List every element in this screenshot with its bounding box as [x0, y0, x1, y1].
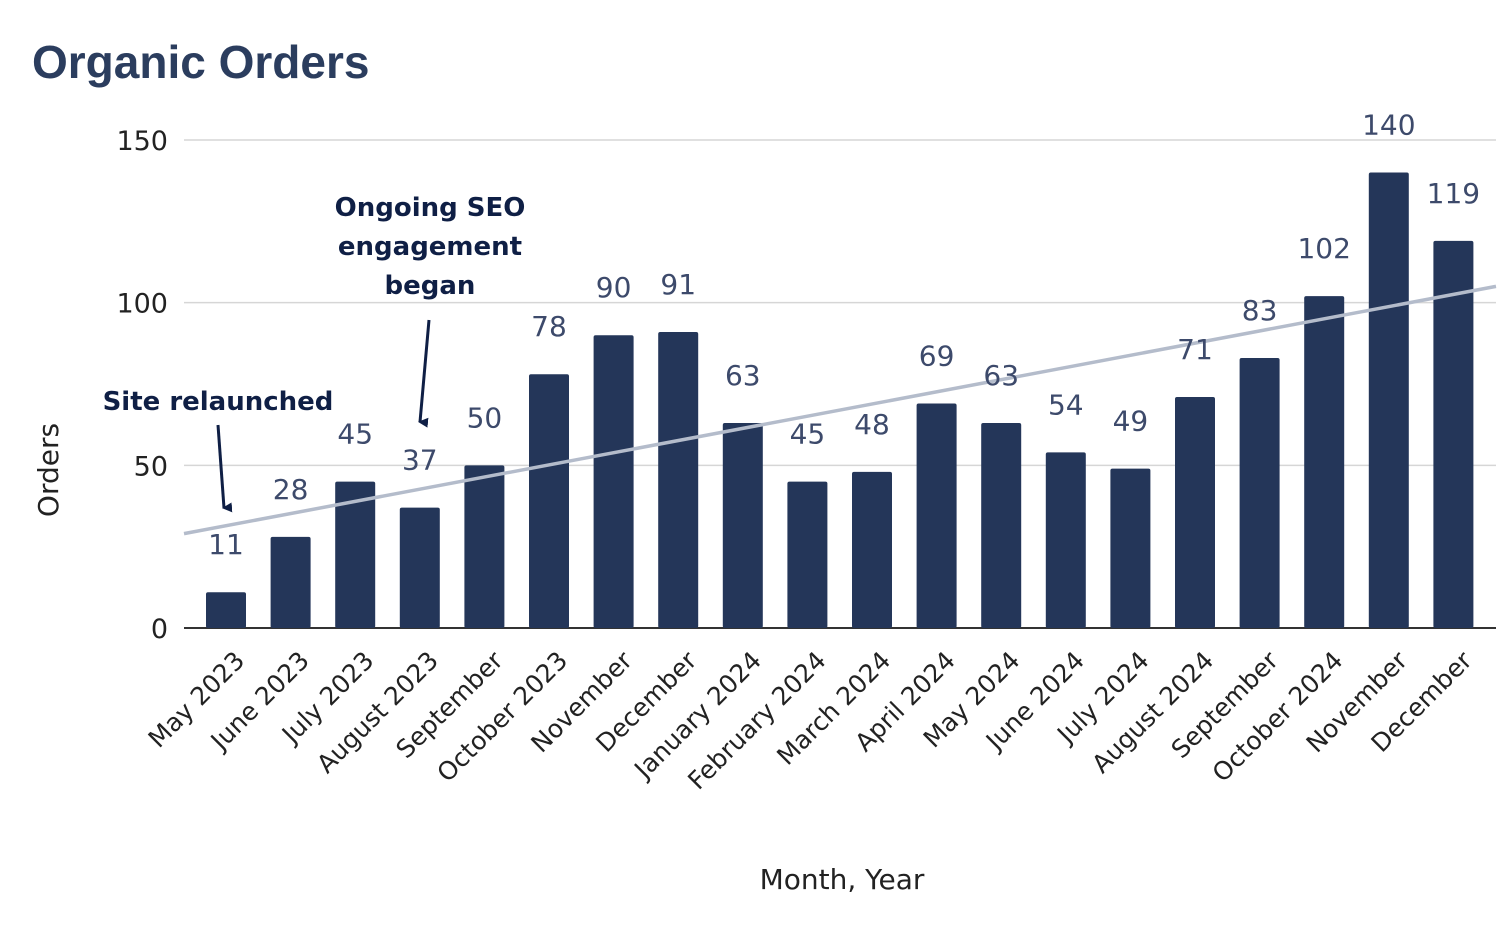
data-label: 78	[531, 310, 567, 343]
bar	[1175, 397, 1215, 628]
bar	[852, 471, 892, 628]
y-axis-ticks: 0 50 100 150	[116, 126, 168, 645]
bar	[270, 536, 311, 628]
bar	[722, 423, 763, 628]
bar	[335, 481, 376, 628]
data-label: 49	[1113, 405, 1149, 438]
y-tick-label: 150	[116, 126, 168, 157]
data-label: 63	[983, 359, 1019, 392]
data-labels: 11 28 45 37 50 78 90 91 63 45 48 69 63 54 49 71 83 102 140…	[208, 109, 1480, 562]
y-tick-label: 0	[151, 614, 168, 645]
bar	[1239, 357, 1280, 628]
bar	[787, 481, 828, 628]
data-label: 63	[725, 359, 761, 392]
data-label: 48	[854, 408, 890, 441]
annotation-text: Ongoing SEO	[335, 193, 526, 223]
annotation-text: Site relaunched	[103, 387, 334, 417]
y-tick-label: 50	[134, 451, 168, 482]
annotation-text: engagement	[338, 232, 522, 262]
chart-title: Organic Orders	[32, 36, 369, 88]
y-tick-label: 100	[116, 289, 168, 320]
data-label: 119	[1427, 177, 1480, 210]
bar	[1368, 172, 1409, 629]
annotation-arrow	[418, 319, 431, 428]
data-label: 11	[208, 528, 244, 561]
bar	[1433, 240, 1474, 628]
y-axis-title: Orders	[32, 423, 65, 517]
bar	[916, 403, 957, 628]
trendline	[183, 284, 1497, 536]
data-label: 28	[273, 473, 309, 506]
data-label: 37	[402, 444, 438, 477]
data-label: 54	[1048, 388, 1084, 421]
annotation-arrow	[216, 424, 233, 513]
bar	[464, 465, 505, 628]
bar	[206, 592, 246, 628]
data-label: 140	[1362, 109, 1415, 142]
data-label: 50	[467, 401, 503, 434]
bar	[981, 423, 1022, 628]
data-label: 69	[919, 340, 955, 373]
data-label: 45	[790, 418, 826, 451]
x-axis-title: Month, Year	[760, 863, 925, 896]
bar	[658, 331, 699, 628]
data-label: 71	[1177, 333, 1213, 366]
annotation-text: began	[385, 271, 476, 301]
bar	[1045, 452, 1086, 628]
data-label: 45	[337, 418, 373, 451]
bar	[529, 374, 569, 628]
data-label: 102	[1297, 232, 1350, 265]
data-label: 91	[660, 268, 696, 301]
bar	[399, 507, 440, 628]
bar	[1304, 296, 1345, 628]
bar	[1110, 468, 1151, 628]
annotations: Site relaunched Ongoing SEO engagement bega…	[103, 193, 526, 513]
data-label: 90	[596, 271, 632, 304]
bar	[593, 335, 634, 628]
data-label: 83	[1242, 294, 1278, 327]
trendline-group	[183, 284, 1497, 536]
bars	[206, 172, 1474, 629]
